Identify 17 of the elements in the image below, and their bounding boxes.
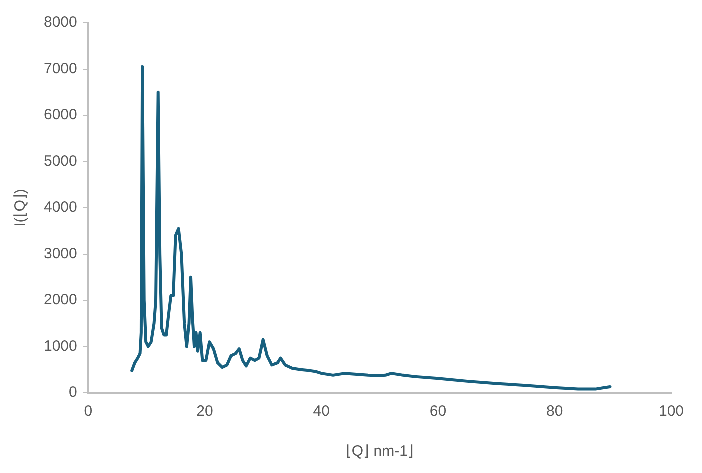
x-tick-label: 40 <box>313 403 330 420</box>
x-tick-label: 20 <box>196 403 214 420</box>
y-tick-label: 8000 <box>44 14 78 32</box>
x-axis-title: ⌊Q⌋ nm-1⌋ <box>346 443 414 460</box>
y-tick-label: 7000 <box>44 60 78 78</box>
y-tick-label: 5000 <box>44 152 78 170</box>
x-tick-label: 100 <box>658 403 684 420</box>
x-tick-label: 0 <box>84 403 93 420</box>
y-tick-label: 2000 <box>44 292 78 309</box>
y-tick-label: 6000 <box>44 106 78 124</box>
x-tick-label: 60 <box>430 403 447 420</box>
y-tick-label: 0 <box>69 384 78 402</box>
y-axis-title: I(⌊Q⌋) <box>12 189 30 227</box>
y-tick-label: 1000 <box>44 338 78 355</box>
x-tick-label: 80 <box>546 403 564 420</box>
y-tick-label: 4000 <box>44 199 78 216</box>
y-tick-label: 3000 <box>44 245 78 262</box>
